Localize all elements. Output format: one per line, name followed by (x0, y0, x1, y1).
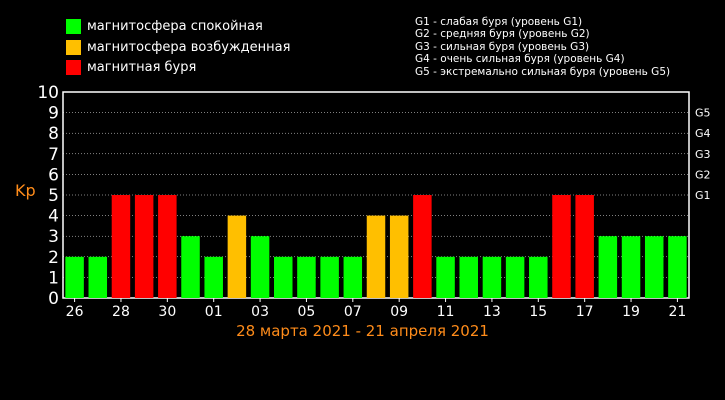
kp-bar (505, 256, 525, 298)
kp-bar (644, 236, 664, 298)
x-tick-label: 01 (205, 304, 223, 320)
x-tick-label: 19 (622, 304, 640, 320)
kp-bar (181, 236, 200, 298)
y-axis-label: Kp (15, 181, 36, 200)
y-tick-label: 10 (37, 83, 59, 103)
legend-item-storm: магнитная буря (66, 60, 196, 75)
y-tick-label: 1 (48, 268, 59, 288)
kp-bar (65, 256, 84, 298)
kp-bar (621, 236, 641, 298)
date-range-title: 28 марта 2021 - 21 апреля 2021 (236, 322, 489, 340)
kp-bar (343, 256, 363, 298)
x-tick-label: 17 (576, 304, 594, 320)
y-tick-label: 7 (48, 145, 59, 165)
kp-bar (297, 256, 316, 298)
y-tick-label: 9 (48, 104, 59, 124)
legend-label-storm: магнитная буря (87, 60, 197, 75)
kp-bar (529, 256, 548, 298)
x-tick-label: 05 (298, 304, 316, 320)
legend-item-quiet: магнитосфера спокойная (66, 19, 263, 34)
kp-bar (436, 256, 455, 298)
legend-item-excited: магнитосфера возбужденная (66, 40, 290, 55)
x-tick-label: 09 (390, 304, 408, 320)
legend-label-quiet: магнитосфера спокойная (87, 19, 263, 34)
kp-bar (111, 195, 131, 298)
kp-bar (598, 236, 618, 298)
x-tick-label: 21 (668, 304, 686, 320)
legend-swatch-excited (66, 40, 81, 55)
g-legend-g5: G5 - экстремально сильная буря (уровень … (415, 65, 671, 78)
kp-bar (227, 215, 247, 298)
kp-bar (668, 236, 687, 298)
x-tick-label: 07 (344, 304, 362, 320)
kp-bar (250, 236, 270, 298)
kp-bar (552, 195, 571, 298)
y-tick-label: 8 (48, 124, 59, 144)
y-tick-label: 4 (48, 207, 59, 227)
kp-bar (459, 256, 478, 298)
x-tick-label: 13 (483, 304, 501, 320)
y-tick-label: 3 (48, 227, 59, 247)
kp-bar (366, 215, 386, 298)
x-tick-label: 11 (437, 304, 455, 320)
x-tick-label: 28 (112, 304, 130, 320)
right-g-tick-label: G3 (695, 148, 711, 161)
kp-bar (274, 256, 293, 298)
kp-bar (320, 256, 339, 298)
y-tick-label: 5 (48, 186, 59, 206)
right-g-tick-label: G4 (695, 127, 711, 140)
kp-bar (204, 256, 223, 298)
legend-label-excited: магнитосфера возбужденная (87, 40, 291, 55)
legend-swatch-storm (66, 60, 81, 75)
g-legend-g3: G3 - сильная буря (уровень G3) (415, 40, 590, 53)
kp-bar (413, 195, 432, 298)
kp-bar (134, 195, 154, 298)
kp-bar (482, 256, 502, 298)
legend-swatch-quiet (66, 19, 81, 34)
y-tick-label: 2 (48, 248, 59, 268)
kp-bar (575, 195, 594, 298)
g-legend-g4: G4 - очень сильная буря (уровень G4) (415, 53, 625, 66)
g-legend-g1: G1 - слабая буря (уровень G1) (415, 16, 583, 28)
y-tick-label: 0 (48, 289, 59, 309)
storm-level-legend: G1 - слабая буря (уровень G1) G2 - средн… (415, 16, 670, 78)
right-g-tick-label: G5 (695, 107, 711, 120)
right-g-tick-label: G2 (695, 168, 711, 181)
kp-bar (158, 195, 177, 298)
g-legend-g2: G2 - средняя буря (уровень G2) (415, 28, 590, 41)
x-tick-label: 26 (66, 304, 84, 320)
right-g-tick-label: G1 (695, 189, 711, 202)
x-tick-label: 30 (158, 304, 176, 320)
y-tick-label: 6 (48, 165, 59, 185)
kp-bar (389, 215, 409, 298)
kp-bar (88, 256, 108, 298)
x-tick-label: 15 (529, 304, 547, 320)
x-tick-label: 03 (251, 304, 269, 320)
